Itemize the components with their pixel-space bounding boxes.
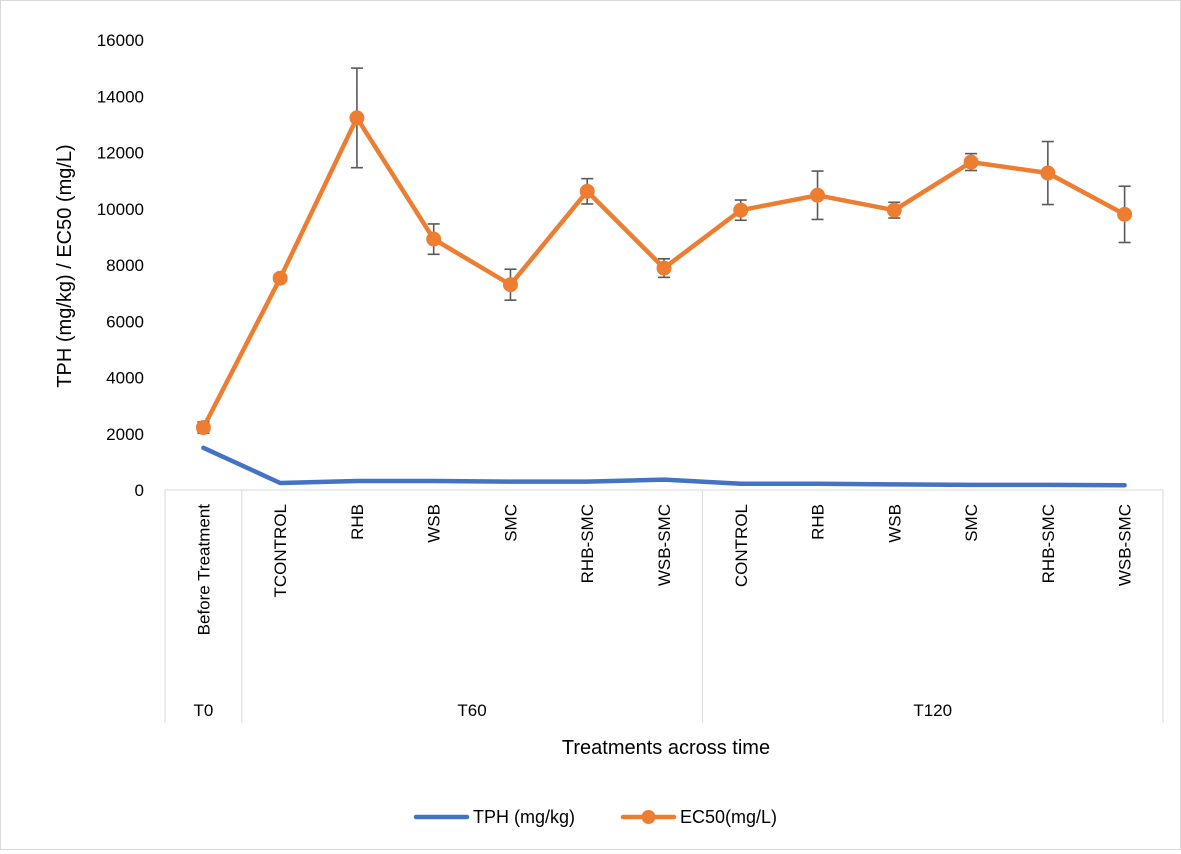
legend-label: EC50(mg/L) bbox=[680, 807, 777, 827]
y-axis-ticks: 0 2000 4000 6000 8000 10000 12000 14000 16000 bbox=[97, 31, 144, 500]
x-category-label: SMC bbox=[962, 504, 981, 542]
y-tick-label: 16000 bbox=[97, 31, 144, 50]
legend-label: TPH (mg/kg) bbox=[473, 807, 575, 827]
series-line bbox=[201, 445, 1127, 488]
x-category-label: SMC bbox=[501, 504, 520, 542]
x-category-label: WSB bbox=[425, 504, 444, 543]
data-point bbox=[579, 183, 595, 199]
x-category-label: WSB bbox=[885, 504, 904, 543]
data-point bbox=[349, 110, 365, 126]
data-point bbox=[426, 231, 442, 247]
group-label: T60 bbox=[457, 701, 486, 720]
x-axis-title: Treatments across time bbox=[562, 737, 770, 759]
y-tick-label: 2000 bbox=[106, 425, 144, 444]
x-category-label: RHB bbox=[809, 504, 828, 540]
data-point bbox=[963, 154, 979, 170]
y-tick-label: 0 bbox=[135, 481, 144, 500]
x-category-label: RHB-SMC bbox=[1039, 504, 1058, 583]
data-point bbox=[810, 187, 826, 203]
y-tick-label: 8000 bbox=[106, 256, 144, 275]
x-category-label: TCONTROL bbox=[271, 504, 290, 598]
group-label: T120 bbox=[913, 701, 952, 720]
x-category-label: RHB-SMC bbox=[578, 504, 597, 583]
group-label: T0 bbox=[193, 701, 213, 720]
legend-item: TPH (mg/kg) bbox=[413, 807, 575, 827]
x-category-label: CONTROL bbox=[732, 504, 751, 587]
series-tph bbox=[201, 445, 1127, 488]
x-category-label: RHB bbox=[348, 504, 367, 540]
x-category-label: WSB-SMC bbox=[655, 504, 674, 586]
x-category-label: WSB-SMC bbox=[1116, 504, 1135, 586]
y-tick-label: 4000 bbox=[106, 369, 144, 388]
y-tick-label: 14000 bbox=[97, 87, 144, 106]
legend-marker bbox=[641, 810, 656, 824]
data-point bbox=[502, 277, 518, 293]
data-point bbox=[656, 260, 672, 276]
x-category-label: Before Treatment bbox=[194, 504, 213, 636]
data-point bbox=[272, 270, 288, 286]
data-point bbox=[195, 420, 211, 436]
series-ec50 bbox=[195, 67, 1133, 436]
data-point bbox=[733, 202, 749, 218]
data-point bbox=[1117, 206, 1133, 222]
y-tick-label: 6000 bbox=[106, 312, 144, 331]
x-axis-categories: Before Treatment TCONTROL RHB WSB SMC RHB-SMC… bbox=[194, 504, 1134, 636]
x-axis-groups: T0 T60 T120 bbox=[164, 490, 1164, 723]
y-tick-label: 10000 bbox=[97, 200, 144, 219]
data-point bbox=[886, 202, 902, 218]
legend: TPH (mg/kg) EC50(mg/L) bbox=[413, 807, 777, 827]
legend-item: EC50(mg/L) bbox=[620, 807, 777, 827]
y-tick-label: 12000 bbox=[97, 144, 144, 163]
series bbox=[195, 67, 1133, 488]
y-axis-title: TPH (mg/kg) / EC50 (mg/L) bbox=[54, 144, 76, 387]
data-point bbox=[1040, 165, 1056, 181]
